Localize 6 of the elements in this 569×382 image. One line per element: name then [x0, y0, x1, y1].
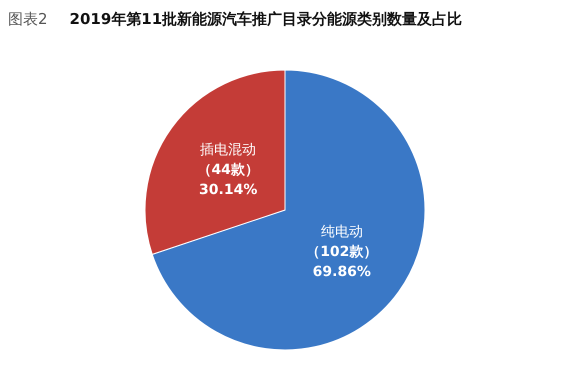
slice-label: 纯电动 — [320, 224, 363, 240]
data-label: （102款） 69.86% — [306, 244, 378, 280]
chart-title: 2019年第11批新能源汽车推广目录分能源类别数量及占比 — [70, 10, 462, 28]
slice-label: 插电混动 — [200, 142, 256, 158]
chart-subtitle: 图表2 — [8, 10, 48, 28]
data-label: （44款） 30.14% — [197, 162, 259, 198]
